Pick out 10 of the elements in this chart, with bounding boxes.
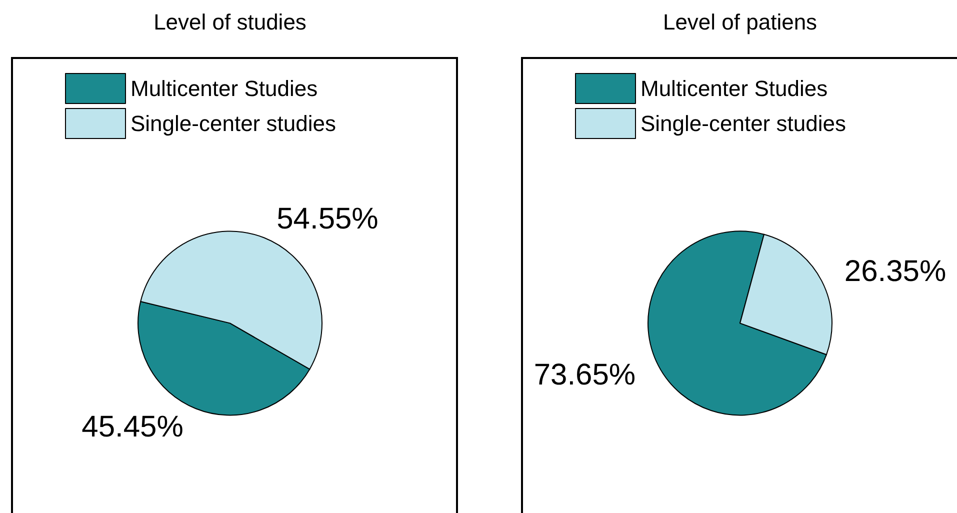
legend-label: Multicenter Studies [130, 76, 318, 101]
data-label: 54.55% [276, 202, 378, 236]
legend-label: Multicenter Studies [640, 76, 828, 101]
chart-title: Level of patiens [662, 10, 818, 34]
legend-label: Single-center studies [640, 111, 846, 136]
legend-label: Single-center studies [130, 111, 336, 136]
data-label: 26.35% [844, 255, 946, 288]
chart-title: Level of studies [154, 10, 306, 34]
data-label: 45.45% [82, 410, 184, 444]
data-label: 73.65% [534, 358, 636, 392]
